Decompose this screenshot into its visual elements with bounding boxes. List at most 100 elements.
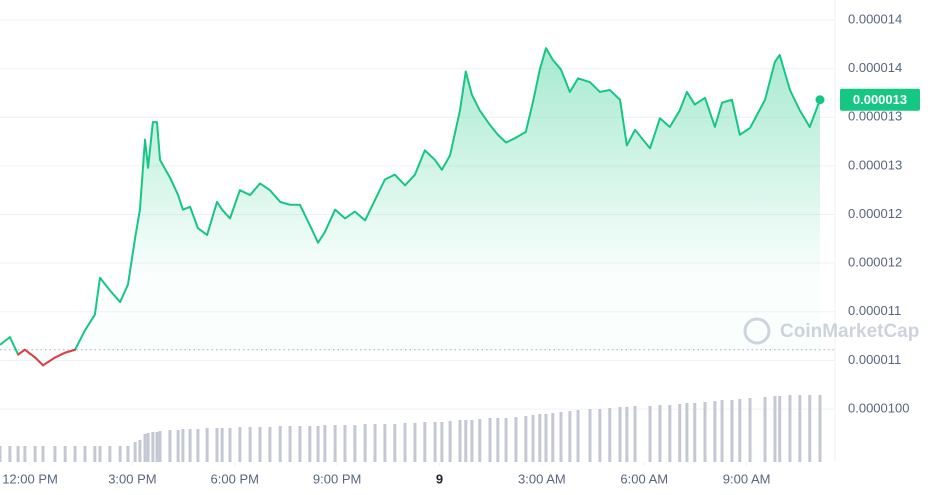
volume-bar xyxy=(538,414,542,462)
volume-bar xyxy=(551,413,555,462)
volume-bar xyxy=(531,415,535,462)
price-line-down xyxy=(17,348,26,356)
price-line-down xyxy=(23,348,37,359)
volume-bar xyxy=(678,404,682,462)
x-tick-label: 6:00 PM xyxy=(211,471,259,486)
volume-bar xyxy=(228,428,232,462)
volume-bar xyxy=(53,446,57,462)
volume-bar xyxy=(188,429,192,462)
volume-bar xyxy=(258,427,262,462)
volume-bar xyxy=(440,422,444,462)
volume-bar xyxy=(158,431,162,462)
volume-bar xyxy=(133,442,137,462)
x-tick-label: 9 xyxy=(436,471,443,486)
y-tick-label: 0.000011 xyxy=(848,352,901,367)
volume-bar xyxy=(748,398,752,462)
price-line-down xyxy=(53,351,67,359)
volume-bar xyxy=(108,446,112,462)
volume-bar xyxy=(238,427,242,462)
volume-bar xyxy=(353,425,357,462)
volume-bar xyxy=(288,426,292,462)
volume-bar xyxy=(308,426,312,462)
volume-bar xyxy=(433,422,437,462)
volume-bar xyxy=(576,410,580,462)
price-badge-label: 0.000013 xyxy=(853,92,907,107)
volume-bar xyxy=(773,396,777,462)
volume-bar xyxy=(333,425,337,462)
y-tick-label: 0.000012 xyxy=(848,255,902,270)
volume-bar xyxy=(268,427,272,462)
volume-bar xyxy=(544,414,548,462)
watermark-logo xyxy=(743,317,771,345)
volume-bar xyxy=(298,426,302,462)
y-tick-label: 0.0000100 xyxy=(848,401,909,416)
volume-bar xyxy=(98,446,102,462)
volume-bar xyxy=(33,446,37,462)
volume-bar xyxy=(496,418,500,462)
volume-bar xyxy=(778,396,782,462)
y-tick-label: 0.000013 xyxy=(848,109,902,124)
volume-bar xyxy=(470,420,474,462)
x-tick-label: 3:00 AM xyxy=(518,471,566,486)
volume-bar xyxy=(176,430,180,462)
volume-bar xyxy=(559,412,563,462)
volume-bar xyxy=(713,401,717,462)
x-tick-label: 9:00 PM xyxy=(313,471,361,486)
volume-bar xyxy=(524,416,528,462)
volume-bar xyxy=(73,446,77,462)
volume-bar xyxy=(118,446,122,462)
volume-bar xyxy=(458,420,462,462)
plot xyxy=(0,47,835,367)
y-tick-label: 0.000013 xyxy=(848,157,902,172)
price-line-down xyxy=(41,356,56,367)
volume-bar xyxy=(63,446,67,462)
volume-bar xyxy=(448,421,452,462)
volume-bar xyxy=(205,428,209,462)
volume-bar xyxy=(323,425,327,462)
volume-bar xyxy=(138,440,142,462)
watermark-text: CoinMarketCap xyxy=(780,321,919,342)
x-tick-label: 9:00 AM xyxy=(723,471,771,486)
volume-bar xyxy=(146,433,150,462)
volume-bar xyxy=(316,426,320,462)
x-tick-label: 3:00 PM xyxy=(108,471,156,486)
volume-bar xyxy=(363,424,367,462)
volume-bar xyxy=(648,406,652,462)
volume-bar xyxy=(504,418,508,462)
volume-bar xyxy=(343,425,347,462)
volume-bar xyxy=(403,423,407,462)
volume-bar xyxy=(393,424,397,462)
volume-bar xyxy=(685,403,689,462)
volume-bar xyxy=(818,395,822,462)
y-tick-label: 0.000012 xyxy=(848,206,902,221)
volume-bar xyxy=(16,446,20,462)
volume-bar xyxy=(738,399,742,462)
volume-bar xyxy=(798,395,802,462)
price-line xyxy=(0,47,821,367)
volume-bar xyxy=(23,446,27,462)
x-tick-label: 12:00 PM xyxy=(2,471,58,486)
volume-bar xyxy=(608,408,612,462)
volume-bar xyxy=(215,428,219,462)
volume-bar xyxy=(478,419,482,462)
volume-bar xyxy=(703,402,707,462)
volume-bar xyxy=(196,429,200,462)
volume-bar xyxy=(514,417,518,462)
volume-bar xyxy=(618,407,622,462)
volume-bar xyxy=(143,434,147,462)
volume-bar xyxy=(181,429,185,462)
y-tick-label: 0.000011 xyxy=(848,303,901,318)
volume-bar xyxy=(155,432,159,462)
volume-bar xyxy=(248,427,252,462)
volume xyxy=(0,395,822,462)
price-line-down xyxy=(64,348,77,354)
volume-bar xyxy=(763,397,767,462)
y-tick-label: 0.000014 xyxy=(848,11,902,26)
volume-bar xyxy=(126,446,130,462)
volume-bar xyxy=(625,407,629,462)
volume-bar xyxy=(423,422,427,462)
volume-bar xyxy=(668,405,672,462)
y-tick-label: 0.000014 xyxy=(848,60,902,75)
volume-bar xyxy=(488,418,492,462)
